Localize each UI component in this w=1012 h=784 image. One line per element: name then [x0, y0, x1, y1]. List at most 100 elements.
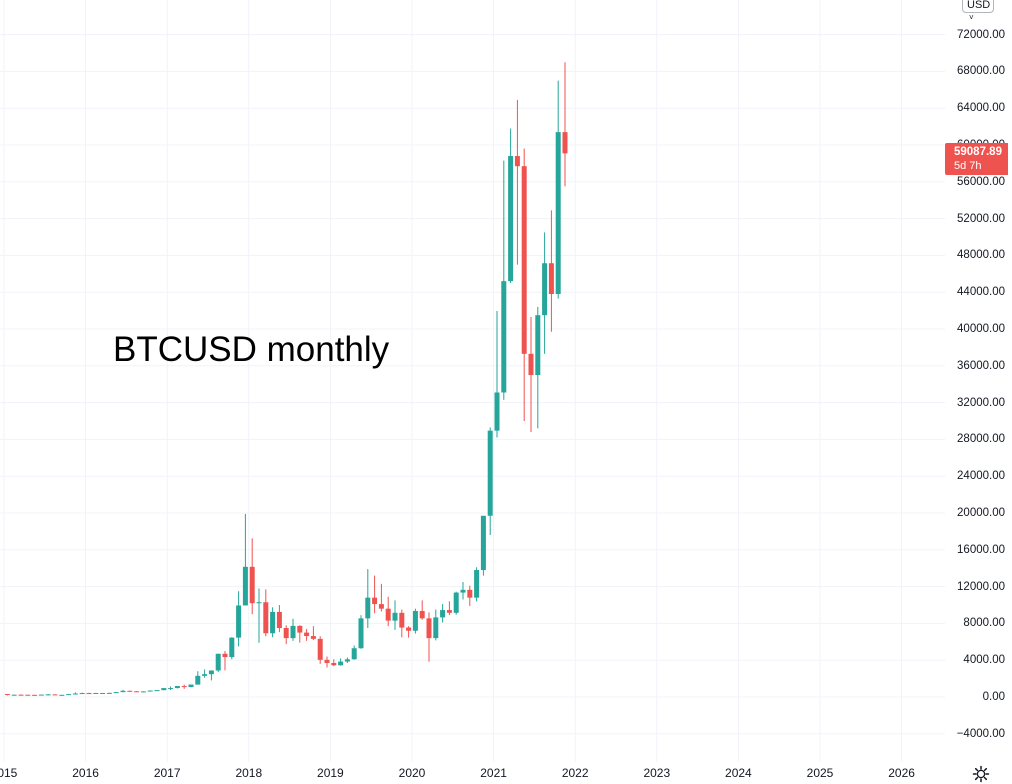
grid-lines [0, 0, 945, 762]
candle-body [147, 690, 153, 692]
candle [25, 694, 31, 696]
candle [236, 591, 242, 647]
currency-label: USD [967, 0, 991, 11]
candle-body [222, 653, 228, 658]
candle [562, 62, 568, 187]
candle [174, 685, 180, 689]
candle-body [215, 653, 221, 671]
price-tick-label: 40000.00 [957, 323, 1005, 335]
candle [208, 670, 214, 681]
candle [453, 591, 459, 615]
time-tick-label: 2017 [153, 766, 181, 780]
candle [542, 232, 548, 354]
candle [45, 694, 51, 696]
candle-body [93, 692, 99, 694]
candle [528, 317, 534, 433]
candle-body [263, 602, 269, 634]
candle-body [480, 515, 486, 571]
candle [161, 688, 167, 691]
candle [385, 596, 391, 627]
candle [317, 636, 323, 664]
candle [147, 690, 153, 692]
candle-body [86, 693, 92, 695]
candle [290, 618, 296, 641]
candle [283, 625, 289, 645]
candle-body [331, 662, 337, 666]
price-tick-label: 20000.00 [957, 507, 1005, 519]
candle [514, 99, 520, 265]
chart-area[interactable] [0, 0, 945, 762]
price-tick-label: 36000.00 [957, 359, 1005, 372]
candle-body [494, 392, 500, 431]
candle-body [229, 637, 235, 658]
time-tick-label: 2025 [806, 766, 834, 780]
candle [378, 583, 384, 612]
candle [392, 600, 398, 630]
candle-body [11, 694, 17, 696]
candle-body [508, 156, 514, 282]
candle [72, 692, 78, 695]
candle [222, 651, 228, 671]
candle [406, 626, 412, 638]
candle [487, 427, 493, 536]
candle [18, 694, 24, 696]
price-tick-label: 44000.00 [957, 286, 1005, 299]
candle [202, 669, 208, 678]
candle-body [249, 566, 255, 604]
candle-body [25, 694, 31, 696]
candle [324, 656, 330, 668]
gear-icon[interactable] [972, 765, 990, 783]
candle [4, 693, 10, 696]
candle-body [426, 618, 432, 639]
candle-body [358, 618, 364, 649]
candle [120, 689, 126, 693]
candle-body [32, 694, 38, 696]
candle-body [535, 315, 541, 375]
candle [140, 691, 146, 693]
candle [440, 604, 446, 623]
candle-body [79, 693, 85, 695]
candle [508, 128, 514, 283]
time-tick-label: 2024 [725, 766, 752, 780]
candle [249, 538, 255, 615]
candle-body [283, 628, 289, 639]
price-tick-label: 48000.00 [957, 249, 1005, 262]
candle [229, 637, 235, 660]
time-tick-label: 2023 [643, 766, 671, 780]
candle-body [154, 690, 160, 692]
price-tick-label: 12000.00 [957, 580, 1005, 593]
candle-body [467, 589, 473, 598]
price-tick-label: 68000.00 [957, 65, 1005, 78]
candle-body [324, 659, 330, 663]
candle-body [72, 693, 78, 695]
candle-body [113, 692, 119, 694]
candle-body [290, 625, 296, 639]
candle-body [440, 610, 446, 618]
last-price-badge: 59087.89 5d 7h [945, 143, 1008, 176]
candle-body [317, 638, 323, 660]
candle-body [392, 612, 398, 621]
price-tick-label: 32000.00 [957, 396, 1005, 409]
candle-body [310, 636, 316, 639]
candle [38, 694, 44, 696]
candle [467, 585, 473, 606]
candle-body [256, 602, 262, 604]
price-tick-label: 4000.00 [963, 654, 1005, 667]
price-tick-label: 16000.00 [957, 543, 1005, 556]
candle [548, 210, 554, 332]
price-axis[interactable]: −4000.00 0.00 4000.00 8000.00 12000.00 16000.… [945, 0, 1012, 762]
candle-body [433, 617, 439, 639]
candle-body [542, 263, 548, 316]
candle-body [372, 597, 378, 605]
chart-title: BTCUSD monthly [113, 330, 390, 369]
candle [351, 645, 357, 660]
candle-body [453, 592, 459, 613]
candle [11, 694, 17, 696]
candle [256, 588, 262, 643]
candle-body [174, 686, 180, 689]
time-axis[interactable]: 2015 2016 2017 2018 2019 2020 2021 2022 2023 2024… [0, 762, 945, 784]
candle-body [521, 166, 527, 354]
candle-body [548, 263, 554, 295]
currency-button[interactable]: USD ˅ [962, 0, 994, 22]
candle [412, 608, 418, 634]
